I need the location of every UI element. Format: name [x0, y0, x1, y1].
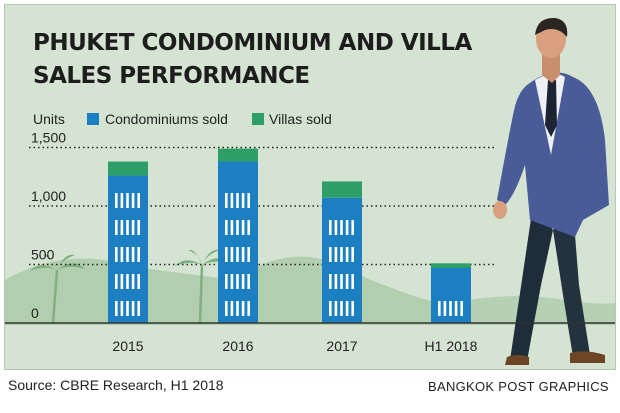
legend-swatch-condominiums	[87, 113, 99, 125]
grid-lines	[29, 146, 495, 266]
bar-condominiums	[218, 161, 258, 323]
bar-villas	[322, 181, 362, 198]
bar-window-pattern	[438, 301, 463, 316]
bar-chart: 0 500 1,000 1,500 2015 2016 2017 H1 2018	[5, 17, 615, 365]
bars	[108, 148, 471, 323]
bar-villas	[108, 161, 148, 176]
y-tick-label: 1,000	[31, 188, 66, 204]
axis-labels: 0 500 1,000 1,500 2015 2016 2017 H1 2018	[31, 130, 478, 355]
y-tick-label: 0	[31, 305, 39, 321]
bar-window-pattern	[329, 220, 354, 316]
chart-panel: PHUKET CONDOMINIUM AND VILLA SALES PERFO…	[4, 4, 616, 370]
x-category-label: 2017	[326, 338, 357, 354]
bar-villas	[218, 148, 258, 162]
credit-note: BANGKOK POST GRAPHICS	[428, 379, 609, 394]
source-note: Source: CBRE Research, H1 2018	[8, 377, 224, 393]
walking-man-illustration	[493, 17, 609, 365]
bar-window-pattern	[225, 193, 250, 316]
legend-swatch-villas	[252, 113, 264, 125]
x-category-label: 2015	[112, 338, 143, 354]
y-tick-label: 1,500	[31, 130, 66, 146]
legend-label-villas: Villas sold	[269, 111, 332, 127]
x-category-label: 2016	[222, 338, 253, 354]
x-category-label: H1 2018	[425, 338, 478, 354]
background-decoration	[5, 17, 615, 365]
bar-villas	[431, 263, 471, 269]
y-tick-label: 500	[31, 247, 55, 263]
chart-title-line-1: PHUKET CONDOMINIUM AND VILLA	[33, 30, 472, 56]
bar-window-pattern	[115, 193, 140, 316]
legend-label-condominiums: Condominiums sold	[105, 111, 228, 127]
chart-title-line-2: SALES PERFORMANCE	[33, 63, 310, 89]
y-axis-label: Units	[33, 111, 65, 127]
